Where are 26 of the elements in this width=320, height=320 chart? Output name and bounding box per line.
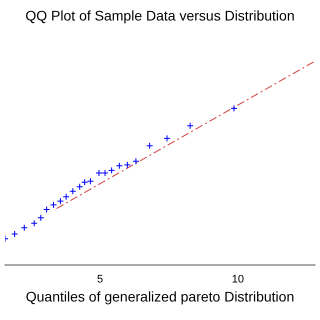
x-tick-label: 10 [232, 274, 244, 286]
point [30, 220, 38, 227]
point [186, 122, 194, 130]
point [11, 230, 18, 238]
point [86, 178, 94, 185]
point [95, 170, 102, 177]
point [37, 214, 44, 222]
point [81, 178, 88, 186]
chart-title: QQ Plot of Sample Data versus Distribution [25, 7, 295, 24]
point [50, 201, 57, 208]
point [124, 161, 131, 168]
point [76, 183, 84, 190]
point [62, 193, 70, 200]
point [146, 142, 154, 150]
point [132, 158, 140, 165]
point [164, 134, 171, 142]
point [69, 188, 76, 195]
point [102, 170, 109, 177]
point [20, 224, 28, 232]
point [108, 166, 116, 174]
point [116, 162, 123, 170]
x-axis-title: Quantiles of generalized pareto Distribution [26, 288, 294, 304]
point [230, 104, 238, 112]
x-tick-label: 5 [97, 274, 104, 286]
point [43, 206, 50, 214]
point [56, 198, 64, 205]
